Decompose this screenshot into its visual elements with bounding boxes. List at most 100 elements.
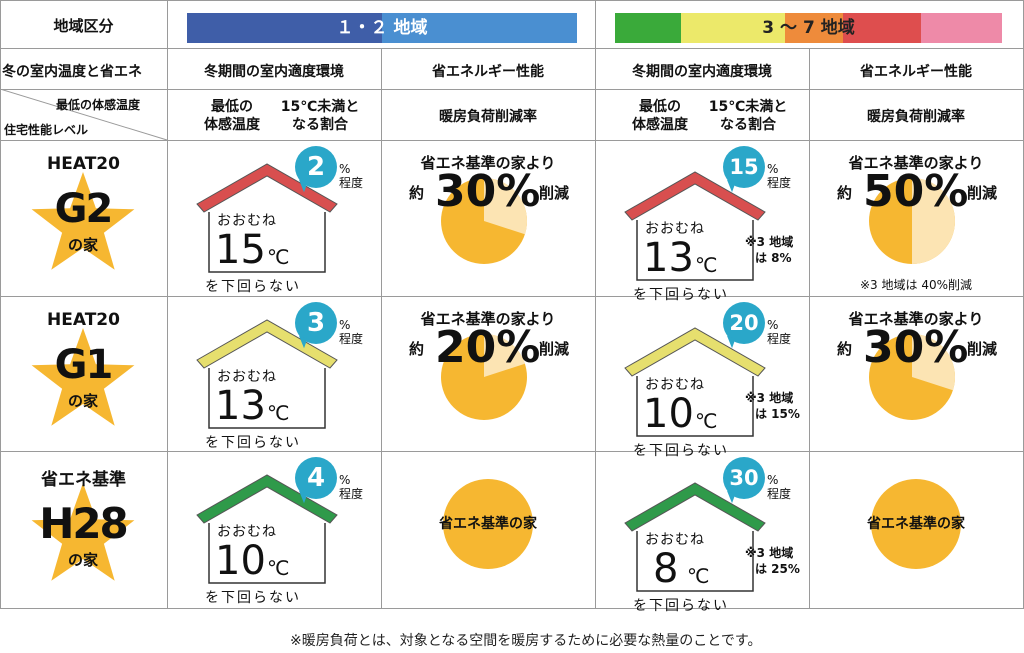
approx-degree: 程度 bbox=[767, 332, 792, 346]
heating-reduction-header: 暖房負荷削減率 bbox=[439, 109, 537, 125]
vs-standard-label: 省エネ基準の家より bbox=[420, 154, 556, 172]
temperature-value: 13 bbox=[215, 383, 266, 429]
ratio-bubble: 4 bbox=[295, 457, 337, 499]
region-12-label: １・２ 地域 bbox=[336, 18, 428, 38]
degree-unit: ℃ bbox=[695, 253, 718, 277]
approx-degree: 程度 bbox=[339, 332, 364, 346]
region-12-band: １・２ 地域 bbox=[187, 13, 577, 43]
about-label: おおむね bbox=[645, 532, 705, 548]
percent-sign: % bbox=[339, 473, 351, 487]
region-header-label: 地域区分 bbox=[53, 17, 114, 35]
approx-label: 約 bbox=[837, 340, 853, 358]
heating-reduction-header: 暖房負荷削減率 bbox=[867, 109, 965, 125]
reduction-pie bbox=[869, 334, 955, 424]
footnote: ※暖房負荷とは、対象となる空間を暖房するために必要な熱量のことです。 bbox=[290, 633, 762, 649]
vs-standard-label: 省エネ基準の家より bbox=[420, 310, 556, 328]
not-below-label: を下回らない bbox=[633, 443, 729, 459]
region3-note-line: ※3 地域 bbox=[745, 546, 794, 560]
reduction-value: 30% bbox=[435, 166, 541, 217]
percent-sign: % bbox=[339, 318, 351, 332]
house-icon: おおむね 15 ℃ を下回らない bbox=[187, 160, 347, 295]
ratio-header: 15℃未満と なる割合 bbox=[280, 99, 360, 133]
not-below-label: を下回らない bbox=[633, 598, 729, 614]
comfort-env-header: 冬期間の室内適度環境 bbox=[632, 64, 772, 80]
grid-line bbox=[0, 48, 1024, 49]
axis-diagonal bbox=[0, 89, 168, 141]
level-title: HEAT20 bbox=[47, 154, 120, 174]
reduction-value: 30% bbox=[863, 322, 969, 373]
about-label: おおむね bbox=[217, 524, 277, 540]
ratio-unit: % 程度 bbox=[339, 473, 363, 501]
row-title: 冬の室内温度と省エネ bbox=[2, 64, 142, 80]
region3-note-line: は 25% bbox=[755, 562, 800, 576]
ratio-unit: % 程度 bbox=[767, 162, 791, 190]
reduction-value: 20% bbox=[435, 322, 541, 373]
degree-unit: ℃ bbox=[267, 556, 290, 580]
reduction-pie bbox=[441, 334, 527, 424]
percent-sign: % bbox=[767, 162, 779, 176]
vs-standard-label: 省エネ基準の家より bbox=[848, 310, 984, 328]
vs-standard-label: 省エネ基準の家より bbox=[848, 154, 984, 172]
level-title: HEAT20 bbox=[47, 310, 120, 330]
grid-line bbox=[595, 0, 596, 609]
grid-line bbox=[0, 296, 1024, 297]
min-temp-header: 最低の 体感温度 bbox=[632, 99, 688, 133]
level-suffix: の家 bbox=[67, 236, 98, 254]
grid-line bbox=[381, 48, 382, 609]
region3-note: ※3 地域は 15% bbox=[745, 390, 800, 422]
grid-line bbox=[0, 608, 1024, 609]
reduction-label: 削減 bbox=[539, 184, 570, 202]
level-star: G2 の家 bbox=[28, 170, 138, 274]
grid-line bbox=[167, 0, 168, 609]
region3-note-line: ※3 地域 bbox=[745, 235, 794, 249]
axis-bottom-label: 住宅性能レベル bbox=[4, 123, 89, 137]
house-icon: おおむね 10 ℃ を下回らない bbox=[187, 471, 347, 606]
grid-line bbox=[0, 451, 1024, 452]
reduction-value: 50% bbox=[863, 166, 969, 217]
ratio-bubble: 30 bbox=[723, 457, 765, 499]
approx-degree: 程度 bbox=[339, 176, 364, 190]
house-icon: おおむね 10 ℃ を下回らない bbox=[615, 324, 775, 459]
energy-perf-header: 省エネルギー性能 bbox=[860, 64, 972, 80]
reduction-label: 削減 bbox=[967, 184, 998, 202]
level-title: 省エネ基準 bbox=[41, 470, 126, 490]
house-icon: おおむね 13 ℃ を下回らない bbox=[187, 316, 347, 451]
ratio-bubble: 2 bbox=[295, 146, 337, 188]
comfort-env-header: 冬期間の室内適度環境 bbox=[204, 64, 344, 80]
not-below-label: を下回らない bbox=[205, 590, 301, 606]
temperature-value: 15 bbox=[215, 227, 266, 273]
region-37-band: 3 〜 7 地域 bbox=[615, 13, 1002, 43]
house-icon: おおむね 8 ℃ を下回らない bbox=[615, 479, 775, 614]
house-icon: おおむね 13 ℃ を下回らない bbox=[615, 168, 775, 303]
standard-pie bbox=[443, 479, 533, 573]
level-code: H28 bbox=[39, 499, 129, 548]
grid-line bbox=[0, 140, 1024, 141]
percent-sign: % bbox=[767, 318, 779, 332]
ratio-unit: % 程度 bbox=[767, 473, 791, 501]
level-star: H28 の家 bbox=[28, 481, 138, 585]
level-star: G1 の家 bbox=[28, 326, 138, 430]
min-temp-header: 最低の 体感温度 bbox=[204, 99, 260, 133]
not-below-label: を下回らない bbox=[205, 279, 301, 295]
grid-line bbox=[809, 48, 810, 609]
region3-note-line: ※3 地域 bbox=[745, 391, 794, 405]
degree-unit: ℃ bbox=[695, 409, 718, 433]
ratio-unit: % 程度 bbox=[339, 318, 363, 346]
degree-unit: ℃ bbox=[267, 401, 290, 425]
approx-degree: 程度 bbox=[339, 487, 364, 501]
standard-house-label: 省エネ基準の家 bbox=[867, 516, 965, 532]
grid-line bbox=[0, 89, 1024, 90]
grid-line bbox=[0, 0, 1024, 1]
degree-unit: ℃ bbox=[687, 564, 710, 588]
approx-degree: 程度 bbox=[767, 176, 792, 190]
standard-house-label: 省エネ基準の家 bbox=[439, 516, 537, 532]
temperature-value: 8 bbox=[653, 546, 679, 592]
level-code: G2 bbox=[54, 186, 114, 232]
reduction-pie bbox=[441, 178, 527, 268]
temperature-value: 10 bbox=[215, 538, 266, 584]
temperature-value: 13 bbox=[643, 235, 694, 281]
grid-line bbox=[0, 0, 1, 609]
level-suffix: の家 bbox=[67, 392, 98, 410]
region3-note: ※3 地域は 25% bbox=[745, 545, 800, 577]
about-label: おおむね bbox=[217, 369, 277, 385]
